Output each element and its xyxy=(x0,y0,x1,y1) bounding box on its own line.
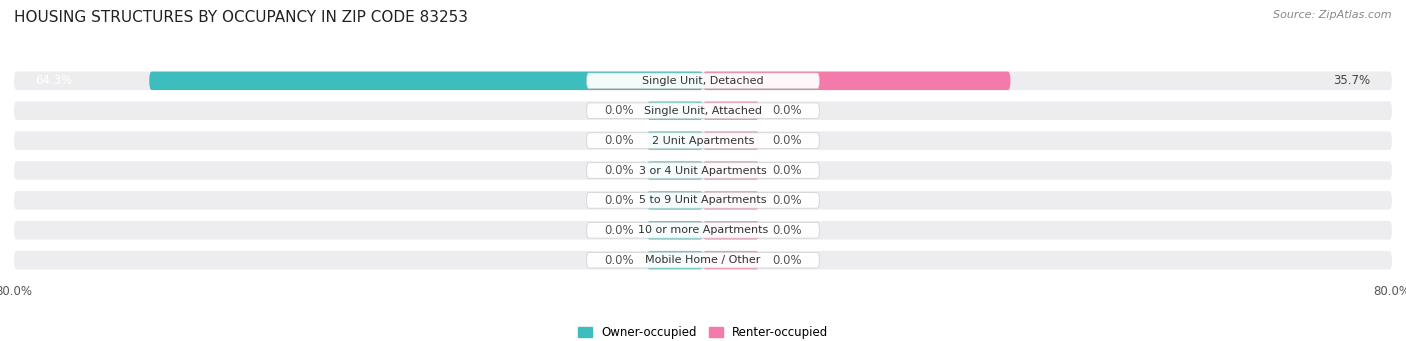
Text: Mobile Home / Other: Mobile Home / Other xyxy=(645,255,761,265)
FancyBboxPatch shape xyxy=(647,221,703,240)
Text: 0.0%: 0.0% xyxy=(605,134,634,147)
Text: 0.0%: 0.0% xyxy=(605,254,634,267)
FancyBboxPatch shape xyxy=(703,191,759,210)
Text: 0.0%: 0.0% xyxy=(605,194,634,207)
FancyBboxPatch shape xyxy=(647,251,703,269)
Text: 0.0%: 0.0% xyxy=(605,224,634,237)
Text: 0.0%: 0.0% xyxy=(772,164,801,177)
FancyBboxPatch shape xyxy=(586,252,820,268)
Text: Single Unit, Attached: Single Unit, Attached xyxy=(644,106,762,116)
FancyBboxPatch shape xyxy=(647,161,703,180)
FancyBboxPatch shape xyxy=(14,131,1392,150)
FancyBboxPatch shape xyxy=(586,193,820,208)
FancyBboxPatch shape xyxy=(703,131,759,150)
Text: 64.3%: 64.3% xyxy=(35,74,73,87)
FancyBboxPatch shape xyxy=(14,72,1392,90)
FancyBboxPatch shape xyxy=(14,101,1392,120)
FancyBboxPatch shape xyxy=(586,73,820,89)
FancyBboxPatch shape xyxy=(703,221,759,240)
FancyBboxPatch shape xyxy=(703,101,759,120)
FancyBboxPatch shape xyxy=(14,161,1392,180)
FancyBboxPatch shape xyxy=(586,223,820,238)
FancyBboxPatch shape xyxy=(647,101,703,120)
Text: 0.0%: 0.0% xyxy=(772,134,801,147)
FancyBboxPatch shape xyxy=(14,221,1392,240)
Text: 0.0%: 0.0% xyxy=(772,224,801,237)
Text: 0.0%: 0.0% xyxy=(772,104,801,117)
Text: 0.0%: 0.0% xyxy=(605,164,634,177)
FancyBboxPatch shape xyxy=(647,191,703,210)
Text: 5 to 9 Unit Apartments: 5 to 9 Unit Apartments xyxy=(640,195,766,205)
Text: 0.0%: 0.0% xyxy=(772,194,801,207)
FancyBboxPatch shape xyxy=(703,251,759,269)
FancyBboxPatch shape xyxy=(586,103,820,118)
Text: HOUSING STRUCTURES BY OCCUPANCY IN ZIP CODE 83253: HOUSING STRUCTURES BY OCCUPANCY IN ZIP C… xyxy=(14,10,468,25)
Text: 2 Unit Apartments: 2 Unit Apartments xyxy=(652,136,754,146)
FancyBboxPatch shape xyxy=(14,251,1392,269)
FancyBboxPatch shape xyxy=(14,191,1392,210)
FancyBboxPatch shape xyxy=(149,72,703,90)
Text: 3 or 4 Unit Apartments: 3 or 4 Unit Apartments xyxy=(640,165,766,176)
FancyBboxPatch shape xyxy=(703,72,1011,90)
FancyBboxPatch shape xyxy=(586,133,820,148)
FancyBboxPatch shape xyxy=(703,161,759,180)
Text: 0.0%: 0.0% xyxy=(605,104,634,117)
Text: 35.7%: 35.7% xyxy=(1333,74,1371,87)
Text: 0.0%: 0.0% xyxy=(772,254,801,267)
FancyBboxPatch shape xyxy=(647,131,703,150)
FancyBboxPatch shape xyxy=(586,163,820,178)
Text: 10 or more Apartments: 10 or more Apartments xyxy=(638,225,768,235)
Text: Source: ZipAtlas.com: Source: ZipAtlas.com xyxy=(1274,10,1392,20)
Text: Single Unit, Detached: Single Unit, Detached xyxy=(643,76,763,86)
Legend: Owner-occupied, Renter-occupied: Owner-occupied, Renter-occupied xyxy=(578,326,828,339)
